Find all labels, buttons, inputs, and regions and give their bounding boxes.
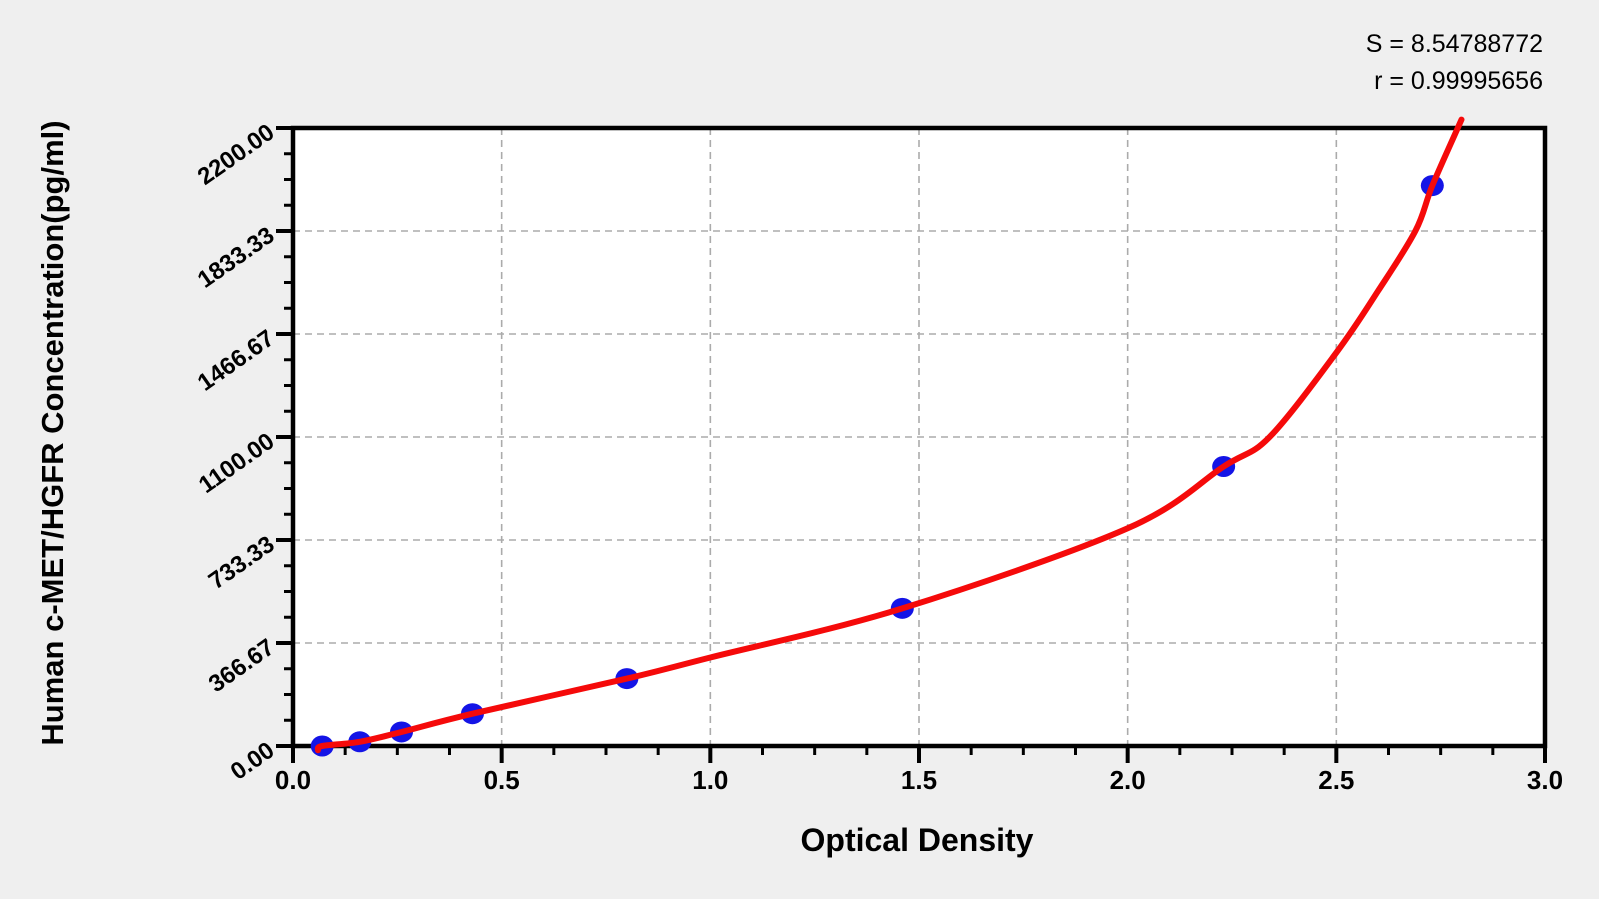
y-tick-label: 1100.00 bbox=[194, 428, 279, 499]
y-tick-label: 733.33 bbox=[204, 531, 280, 595]
x-tick-label: 1.0 bbox=[692, 765, 728, 795]
y-tick-label: 1833.33 bbox=[193, 222, 280, 294]
y-tick-label: 1466.67 bbox=[193, 325, 280, 397]
x-tick-label: 0.0 bbox=[275, 765, 311, 795]
plot-frame bbox=[290, 125, 1548, 749]
fitted-curve bbox=[314, 116, 1465, 754]
x-axis-title: Optical Density bbox=[800, 822, 1034, 858]
x-tick-label: 1.5 bbox=[901, 765, 937, 795]
x-tick-label: 2.5 bbox=[1318, 765, 1354, 795]
x-tick-label: 3.0 bbox=[1527, 765, 1563, 795]
y-tick-label: 0.00 bbox=[226, 737, 280, 786]
fit-stat-r: r = 0.99995656 bbox=[1374, 67, 1543, 95]
fit-stat-s: S = 8.54788772 bbox=[1365, 30, 1543, 58]
x-tick-label: 2.0 bbox=[1110, 765, 1146, 795]
y-tick-label: 366.67 bbox=[204, 634, 280, 698]
x-tick-label: 0.5 bbox=[484, 765, 520, 795]
y-axis-title: Human c-MET/HGFR Concentration(pg/ml) bbox=[35, 120, 70, 746]
y-tick-label: 2200.00 bbox=[193, 119, 280, 191]
